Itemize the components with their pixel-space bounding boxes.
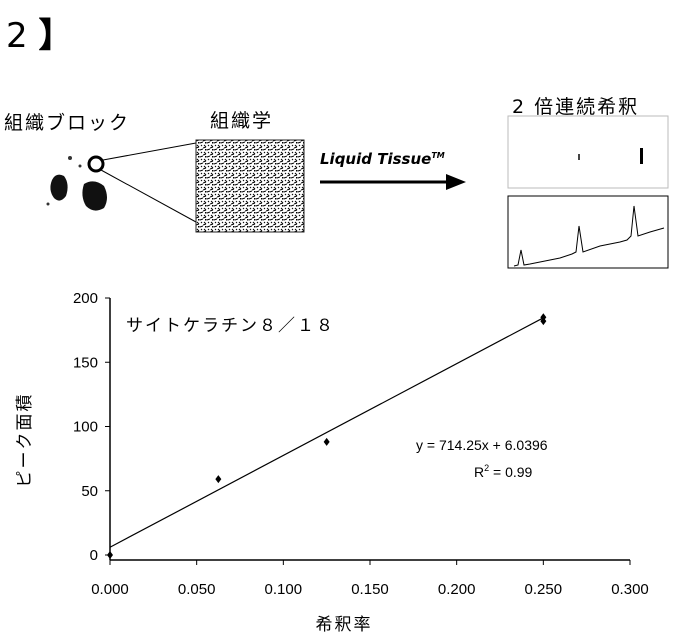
regression-equation: y = 714.25x + 6.0396 [416,437,548,453]
r-squared-label: R2 = 0.99 [474,463,533,480]
liquid-tissue-label: Liquid TissueTM [320,150,445,168]
liquid-tissue-text: Liquid Tissue [320,150,432,168]
sample-circle-marker [87,155,105,173]
x-tick-group: 0.000 0.050 0.100 0.150 0.200 0.250 0.300 [91,560,649,598]
y-tick-label: 50 [81,483,98,500]
r-squared-value: = 0.99 [489,464,532,480]
y-tick-label: 150 [73,354,98,371]
data-point [215,475,222,484]
chromatogram-image [507,195,669,269]
y-tick-label: 200 [73,290,98,307]
serial-dilution-label: 2 倍連続希釈 [512,96,640,118]
plot-area [96,298,636,560]
data-points-group [107,313,547,559]
figure-bracket: 】 [38,16,73,56]
series-annotation: サイトケラチン８／１８ [126,316,335,336]
arrow-right-icon [320,174,466,190]
y-tick-label: 0 [90,547,98,564]
data-point [107,551,113,559]
trademark-mark: TM [431,151,445,160]
gel-band-image [507,115,669,189]
x-axis-title: 希釈率 [316,615,373,635]
r-squared-sup: 2 [484,463,489,473]
trendline-group [109,317,544,548]
figure-number: 2 [6,16,28,56]
data-point [323,437,330,446]
data-point [540,313,547,322]
x-tick-label: 0.200 [438,581,476,598]
r-squared-base: R [474,464,484,480]
x-tick-label: 0.250 [525,581,563,598]
y-tick-label: 100 [73,419,98,436]
y-tick-group: 0 50 100 150 200 [73,290,110,564]
y-axis-title: ピーク面積 [15,393,35,488]
histology-micrograph [195,139,305,233]
tissue-block-label: 組織ブロック [4,112,131,134]
x-tick-label: 0.150 [351,581,389,598]
figure-label: 2 】 [6,8,72,57]
x-tick-label: 0.300 [611,581,649,598]
zoom-connector-lines [100,142,197,223]
x-tick-label: 0.100 [265,581,303,598]
histology-label: 組織学 [210,110,274,132]
x-tick-label: 0.050 [178,581,216,598]
trendline [109,317,544,548]
tissue-block-image [46,155,107,211]
x-tick-label: 0.000 [91,581,129,598]
